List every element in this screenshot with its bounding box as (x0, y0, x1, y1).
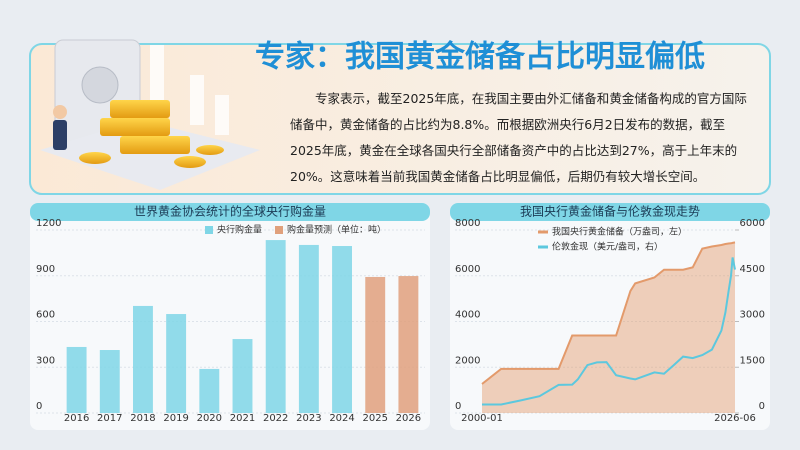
y-tick-label: 2000 (455, 355, 480, 366)
y-tick-label: 900 (36, 264, 55, 275)
chart-title: 世界黄金协会统计的全球央行购金量 (134, 204, 326, 219)
x-tick-label: 2019 (163, 413, 188, 424)
illustration (40, 39, 260, 190)
x-tick-label: 2026 (396, 413, 421, 424)
legend-label: 我国央行黄金储备（万盎司，左） (552, 226, 687, 238)
x-tick-label: 2020 (197, 413, 222, 424)
x-tick-label: 2022 (263, 413, 288, 424)
bar (332, 246, 352, 413)
body-text: 专家表示，截至2025年底，在我国主要由外汇储备和黄金储备构成的官方国际储备中，… (290, 91, 747, 184)
bar (398, 276, 419, 413)
bar (99, 350, 120, 413)
x-tick-label: 2026-06 (714, 413, 756, 424)
y2-tick-label: 4500 (740, 264, 765, 275)
left-panel (30, 203, 430, 430)
x-tick-label: 2025 (363, 413, 388, 424)
y-tick-label: 600 (36, 310, 55, 321)
bar (232, 339, 253, 413)
x-tick-label: 2016 (64, 413, 89, 424)
chart-title: 我国央行黄金储备与伦敦金现走势 (520, 204, 700, 219)
bar (166, 314, 187, 413)
line (482, 257, 736, 406)
y-tick-label: 0 (455, 401, 461, 412)
legend-label: 伦敦金现（美元/盎司，右） (552, 241, 663, 253)
y-tick-label: 6000 (455, 264, 480, 275)
y-tick-label: 8000 (455, 218, 480, 229)
legend-swatch (275, 226, 283, 234)
x-tick-label: 2023 (296, 413, 321, 424)
y-tick-label: 0 (36, 401, 42, 412)
y-tick-label: 4000 (455, 310, 480, 321)
y2-tick-label: 1500 (740, 355, 765, 366)
bar (66, 346, 87, 413)
line (481, 241, 736, 385)
x-tick-label: 2024 (329, 413, 354, 424)
x-tick-label: 2021 (230, 413, 255, 424)
bar (265, 240, 286, 413)
x-tick-label: 2018 (130, 413, 155, 424)
legend-label: 购金量预测（单位：吨） (287, 224, 386, 236)
bar (365, 276, 386, 413)
x-tick-label: 2017 (97, 413, 122, 424)
bar (298, 244, 319, 413)
left-panel-bar (30, 203, 430, 221)
page-title: 专家：我国黄金储备占比明显偏低 (255, 40, 705, 75)
y-tick-label: 1200 (36, 218, 61, 229)
y2-tick-label: 3000 (740, 310, 765, 321)
right-panel-bar (450, 203, 770, 221)
right-panel (450, 203, 770, 430)
bar (199, 368, 220, 413)
x-tick-label: 2000-01 (461, 413, 503, 424)
area (482, 242, 735, 413)
legend-label: 央行购金量 (217, 224, 262, 236)
legend-swatch (205, 226, 213, 234)
y2-tick-label: 6000 (740, 218, 765, 229)
y2-tick-label: 0 (759, 401, 765, 412)
bar (133, 305, 153, 413)
y-tick-label: 300 (36, 355, 55, 366)
